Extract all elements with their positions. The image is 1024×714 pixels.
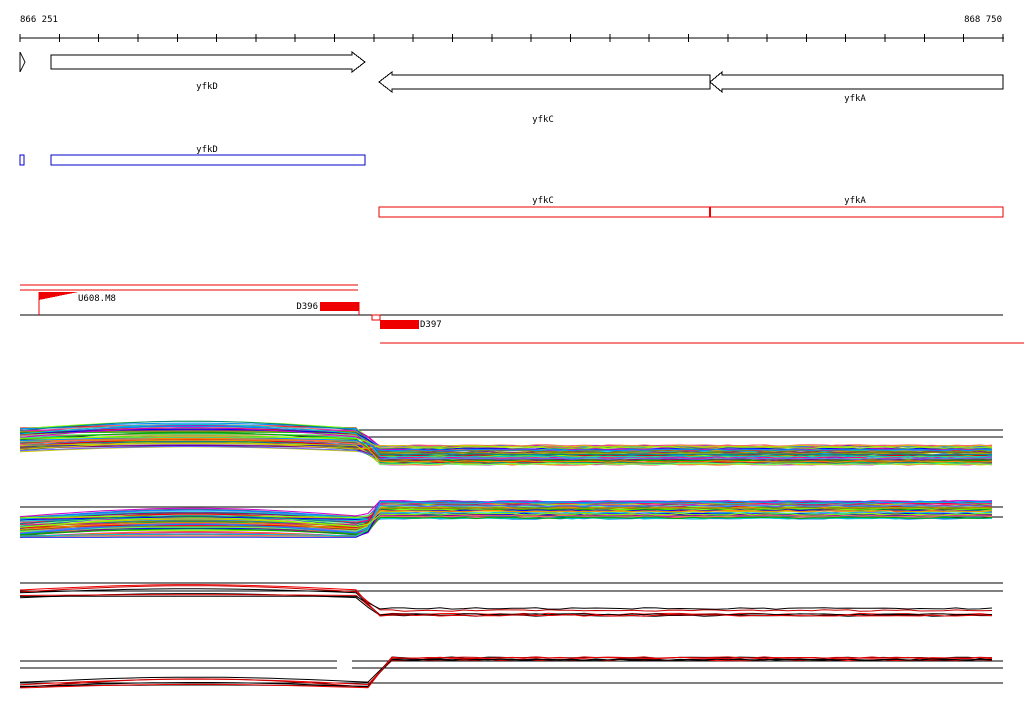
expression-trace (19, 428, 993, 451)
expression-traces (19, 420, 1003, 689)
expression-trace (20, 502, 993, 525)
annotation-box (378, 206, 711, 218)
expression-trace (19, 584, 993, 617)
expression-trace (19, 420, 993, 456)
expression-trace (19, 516, 993, 536)
expression-trace (19, 509, 993, 530)
expression-trace (19, 500, 993, 535)
expression-trace (19, 658, 993, 688)
expression-trace (19, 594, 993, 616)
expression-trace (19, 511, 993, 520)
gene-arrow (378, 70, 711, 94)
gene-label: yfkA (844, 94, 866, 104)
expression-trace (19, 506, 993, 528)
annotation-box (50, 154, 366, 166)
feature-label: D396 (296, 302, 318, 312)
feature-block (320, 302, 359, 311)
expression-trace (20, 514, 993, 537)
annotation-label: yfkA (844, 196, 866, 206)
expression-trace (19, 506, 993, 538)
ruler-end: 868 750 (964, 15, 1002, 25)
annotation-label: yfkC (532, 196, 554, 206)
expression-trace (19, 585, 993, 612)
gene-arrow (50, 50, 366, 74)
ruler-ticks (19, 34, 1004, 42)
expression-trace (19, 437, 993, 463)
annotation-box (19, 154, 25, 166)
gene-arrow (709, 70, 1004, 94)
expression-trace (19, 588, 993, 616)
expression-trace (19, 658, 993, 686)
feature-block (371, 314, 381, 321)
gene-arrow (19, 51, 26, 73)
expression-trace (19, 442, 993, 450)
expression-trace (19, 515, 993, 525)
expression-trace (19, 446, 992, 460)
feature-label: D397 (420, 320, 442, 330)
expression-trace (19, 593, 992, 617)
gene-label: yfkD (196, 82, 218, 92)
expression-trace (19, 423, 993, 458)
ruler-start: 866 251 (20, 15, 58, 25)
expression-trace (19, 656, 993, 689)
feature-label: U608.M8 (78, 294, 116, 304)
expression-trace (19, 500, 993, 518)
gene-label: yfkC (532, 115, 554, 125)
annotation-label: yfkD (196, 145, 218, 155)
expression-trace (19, 433, 993, 466)
expression-trace (19, 501, 993, 537)
expression-trace (20, 595, 993, 610)
expression-trace (19, 436, 993, 449)
expression-trace (19, 512, 993, 528)
feature-block (380, 320, 419, 329)
feature-flag (39, 292, 78, 300)
annotation-box (709, 206, 1004, 218)
